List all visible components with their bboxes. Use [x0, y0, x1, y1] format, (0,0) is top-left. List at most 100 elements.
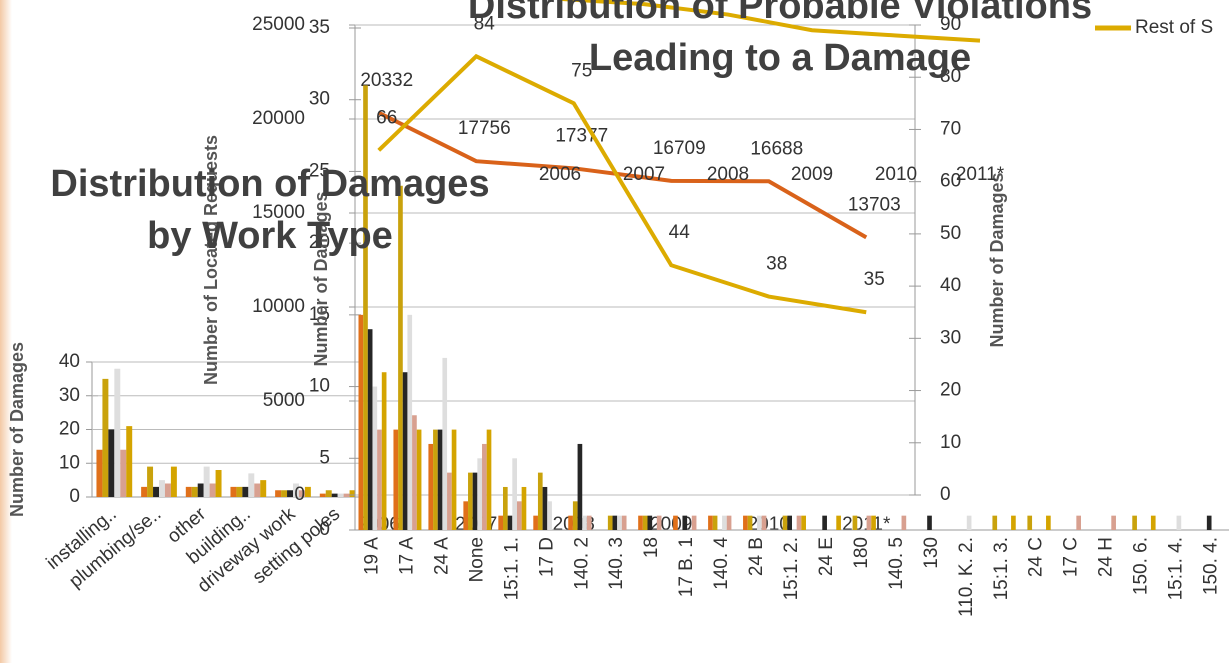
bar: [102, 378, 109, 497]
bar: [437, 429, 443, 530]
bar: [349, 490, 356, 497]
bar: [442, 357, 448, 530]
x-tick-label: 2011*: [842, 514, 891, 535]
bar: [682, 515, 688, 530]
bar: [114, 368, 121, 497]
bar: [871, 515, 876, 530]
y-axis-label: Number of Damages: [7, 342, 27, 517]
y-tick-label: 25000: [252, 14, 305, 35]
bar: [447, 472, 452, 530]
bar: [572, 501, 578, 530]
data-label: 17756: [458, 118, 511, 139]
y-tick-label: 10: [59, 452, 80, 473]
x-tick-label: 15:1. 4.: [1166, 537, 1187, 600]
bar: [747, 515, 753, 530]
bar: [498, 515, 503, 530]
bar: [331, 493, 338, 497]
y-tick-label: 10: [940, 432, 961, 453]
bar: [533, 515, 538, 530]
x-tick-label: 15:1. 1.: [501, 537, 522, 600]
y-tick-label: 35: [309, 17, 330, 38]
bar: [463, 501, 469, 530]
bar: [287, 490, 293, 497]
bar: [275, 490, 282, 497]
bar: [966, 515, 972, 530]
bar: [617, 515, 622, 530]
data-label: 16709: [653, 138, 706, 159]
bar: [638, 515, 643, 530]
bar: [621, 515, 627, 530]
y-axis-label: Number of Damages: [311, 191, 331, 366]
bar: [153, 486, 159, 497]
bar: [170, 466, 177, 497]
y-tick-label: 20: [940, 380, 961, 401]
data-label: 13703: [848, 194, 901, 215]
x-tick-label: 24 C: [1026, 537, 1047, 577]
x-tick-label: 2007: [623, 164, 665, 185]
bar: [185, 486, 192, 497]
bar: [1076, 515, 1082, 530]
bar: [254, 483, 261, 497]
bar: [502, 486, 508, 530]
x-tick-label: 17 D: [536, 537, 557, 577]
bar: [787, 515, 792, 530]
bar: [343, 493, 350, 497]
y-tick-label: 0: [69, 486, 80, 507]
x-tick-label: 24 B: [746, 537, 767, 576]
bar: [1011, 515, 1016, 530]
line: [377, 53, 867, 315]
bar: [412, 415, 417, 530]
bar: [1176, 515, 1182, 530]
bar: [782, 515, 788, 530]
bar: [164, 483, 171, 497]
bar: [836, 515, 841, 530]
y-tick-label: 80: [940, 66, 961, 87]
y-tick-label: 30: [940, 327, 961, 348]
bar: [1046, 515, 1051, 530]
bar: [363, 85, 368, 530]
x-tick-label: 110. K. 2.: [956, 537, 977, 617]
x-tick-label: 17 C: [1061, 537, 1082, 577]
bar: [477, 458, 483, 530]
bar: [516, 501, 522, 530]
bar: [337, 493, 344, 497]
chart-title: Distribution of Damages by Work Type: [50, 163, 490, 257]
x-tick-label: 17 B. 1: [676, 537, 697, 597]
y-tick-label: 0: [940, 484, 951, 505]
bar: [708, 515, 713, 530]
bar: [852, 515, 858, 530]
x-tick-label: 18: [641, 537, 662, 558]
bar: [743, 515, 748, 530]
bar: [482, 443, 487, 530]
bar: [428, 443, 434, 530]
bar: [197, 483, 204, 497]
bar: [260, 480, 267, 497]
x-tick-label: 19 A: [361, 537, 382, 575]
x-tick-label: 180: [851, 537, 872, 569]
y-tick-label: 20: [309, 232, 330, 253]
bar: [407, 314, 413, 530]
y-tick-label: 0: [319, 519, 330, 540]
bar: [612, 515, 618, 530]
y-tick-label: 90: [940, 14, 961, 35]
bar: [472, 472, 478, 530]
bar: [248, 473, 255, 497]
y-axis-label: Number of Damages: [987, 172, 1007, 347]
y-tick-label: 10000: [252, 296, 305, 317]
bar: [712, 515, 718, 530]
x-tick-label: 140. 2: [571, 537, 592, 590]
bar: [468, 472, 473, 530]
bar: [642, 515, 648, 530]
x-tick-label: 140. 3: [606, 537, 627, 590]
x-tick-label: 2011*: [956, 164, 1005, 185]
bar: [866, 515, 872, 530]
x-tick-label: 130: [921, 537, 942, 569]
bar: [757, 515, 762, 530]
y-axis-label: Number of Located Requests: [201, 135, 221, 385]
bar: [582, 515, 587, 530]
x-tick-label: 15:1. 3.: [991, 537, 1012, 600]
x-tick-label: 24 H: [1096, 537, 1117, 577]
bar: [568, 515, 573, 530]
y-tick-label: 20: [59, 419, 80, 440]
